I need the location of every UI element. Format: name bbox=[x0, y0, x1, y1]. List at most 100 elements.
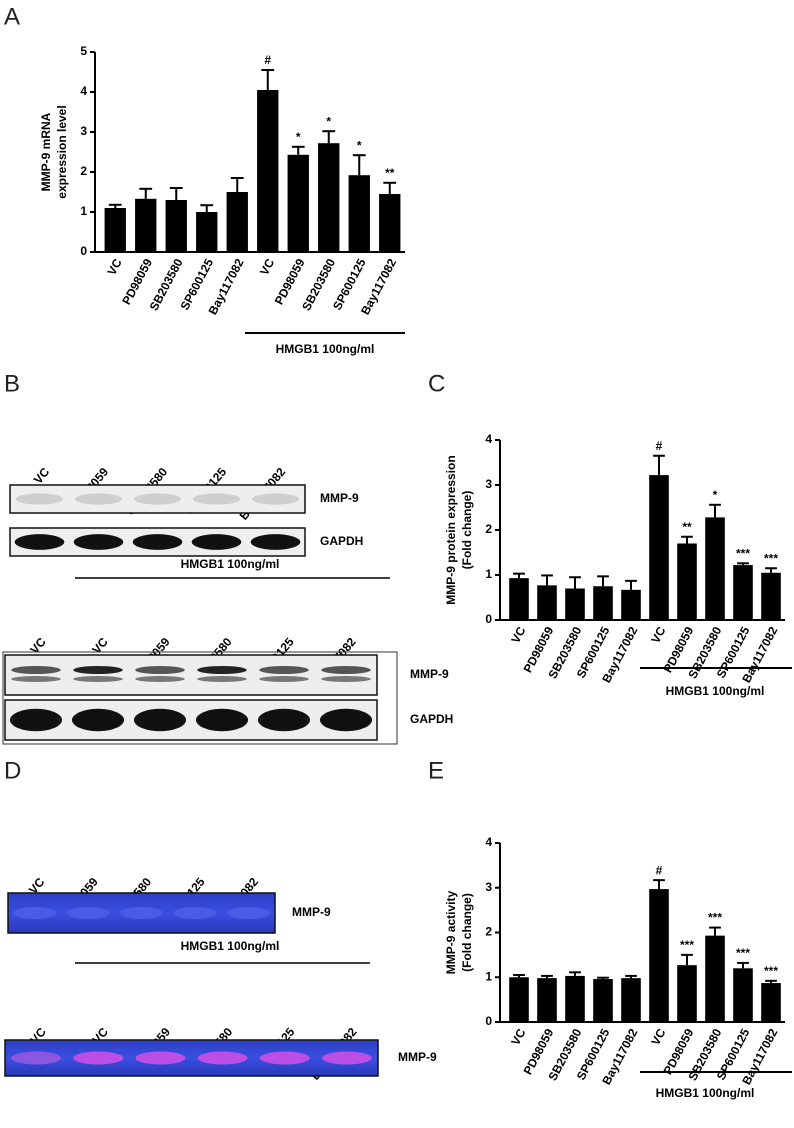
group-label: HMGB1 100ng/ml bbox=[666, 684, 765, 698]
y-tick-label: 4 bbox=[485, 835, 492, 849]
band bbox=[120, 907, 163, 919]
band bbox=[13, 907, 57, 919]
bar bbox=[196, 212, 218, 252]
band bbox=[197, 666, 247, 674]
lane-label: VC bbox=[27, 635, 49, 657]
bar bbox=[677, 543, 697, 620]
bar bbox=[593, 979, 613, 1022]
y-tick-label: 1 bbox=[485, 969, 492, 983]
band bbox=[250, 534, 301, 550]
row-label: MMP-9 bbox=[398, 1050, 437, 1064]
band bbox=[14, 534, 65, 550]
band bbox=[9, 708, 63, 732]
panel-letter: E bbox=[428, 757, 444, 784]
bar bbox=[509, 977, 529, 1022]
band bbox=[132, 534, 183, 550]
y-axis-label: MMP-9 protein expression bbox=[444, 455, 458, 604]
y-tick-label: 3 bbox=[80, 124, 87, 138]
y-tick-label: 3 bbox=[485, 880, 492, 894]
significance-label: # bbox=[656, 439, 663, 453]
y-tick-label: 0 bbox=[80, 244, 87, 258]
panel-letter: A bbox=[4, 3, 20, 30]
band bbox=[133, 493, 182, 505]
band bbox=[11, 676, 61, 682]
significance-label: *** bbox=[680, 938, 694, 952]
band bbox=[133, 708, 187, 732]
band bbox=[73, 534, 124, 550]
bar bbox=[537, 978, 557, 1022]
significance-label: *** bbox=[764, 964, 778, 978]
significance-label: ** bbox=[385, 166, 395, 180]
bar bbox=[761, 572, 781, 620]
y-tick-label: 0 bbox=[485, 1014, 492, 1028]
bar bbox=[733, 565, 753, 620]
y-tick-label: 2 bbox=[485, 522, 492, 536]
lane-label: VC bbox=[89, 635, 111, 657]
bar bbox=[565, 588, 585, 620]
band bbox=[135, 666, 185, 674]
bar bbox=[705, 935, 725, 1022]
y-axis-label: expression level bbox=[55, 105, 69, 198]
bar bbox=[649, 889, 669, 1022]
bar bbox=[135, 198, 157, 252]
significance-label: * bbox=[713, 488, 718, 502]
band bbox=[74, 493, 123, 505]
band bbox=[192, 493, 241, 505]
band bbox=[259, 666, 309, 674]
bar bbox=[104, 208, 126, 252]
bar bbox=[287, 154, 309, 252]
band bbox=[259, 676, 309, 682]
y-tick-label: 5 bbox=[80, 44, 87, 58]
row-label: GAPDH bbox=[410, 712, 453, 726]
band bbox=[73, 1051, 124, 1065]
row-label: MMP-9 bbox=[292, 905, 331, 919]
x-tick-label: VC bbox=[508, 624, 528, 646]
band bbox=[73, 676, 123, 682]
band bbox=[251, 493, 300, 505]
bar bbox=[621, 589, 641, 620]
bar bbox=[537, 585, 557, 620]
group-label: HMGB1 100ng/ml bbox=[656, 1086, 755, 1100]
band bbox=[66, 907, 110, 919]
y-axis-label: (Fold change) bbox=[460, 893, 474, 972]
panel-letter: B bbox=[4, 370, 20, 397]
row-label: MMP-9 bbox=[320, 491, 359, 505]
bar bbox=[565, 975, 585, 1022]
significance-label: *** bbox=[708, 911, 722, 925]
bar bbox=[677, 965, 697, 1022]
significance-label: *** bbox=[736, 546, 750, 560]
band bbox=[135, 1051, 186, 1065]
significance-label: # bbox=[264, 53, 271, 67]
bar bbox=[226, 192, 248, 252]
band bbox=[11, 666, 61, 674]
significance-label: * bbox=[296, 130, 301, 144]
band bbox=[73, 666, 123, 674]
y-tick-label: 4 bbox=[485, 432, 492, 446]
band bbox=[191, 534, 242, 550]
bar bbox=[761, 983, 781, 1022]
y-tick-label: 3 bbox=[485, 477, 492, 491]
y-axis-label: MMP-9 activity bbox=[444, 890, 458, 974]
significance-label: *** bbox=[736, 946, 750, 960]
bar bbox=[318, 143, 340, 252]
y-tick-label: 0 bbox=[485, 612, 492, 626]
significance-label: *** bbox=[764, 551, 778, 565]
band bbox=[319, 708, 373, 732]
y-tick-label: 1 bbox=[485, 567, 492, 581]
band bbox=[259, 1051, 310, 1065]
bar bbox=[621, 978, 641, 1022]
band bbox=[173, 907, 217, 919]
row-label: GAPDH bbox=[320, 534, 363, 548]
y-tick-label: 2 bbox=[80, 164, 87, 178]
y-axis-label: MMP-9 mRNA bbox=[39, 112, 53, 191]
lane-label: VC bbox=[31, 465, 53, 487]
band bbox=[71, 708, 125, 732]
y-tick-label: 4 bbox=[80, 84, 87, 98]
band bbox=[321, 666, 371, 674]
band bbox=[11, 1051, 61, 1065]
bar bbox=[705, 517, 725, 620]
bar bbox=[509, 578, 529, 620]
x-tick-label: VC bbox=[648, 624, 668, 646]
group-label: HMGB1 100ng/ml bbox=[276, 342, 375, 356]
